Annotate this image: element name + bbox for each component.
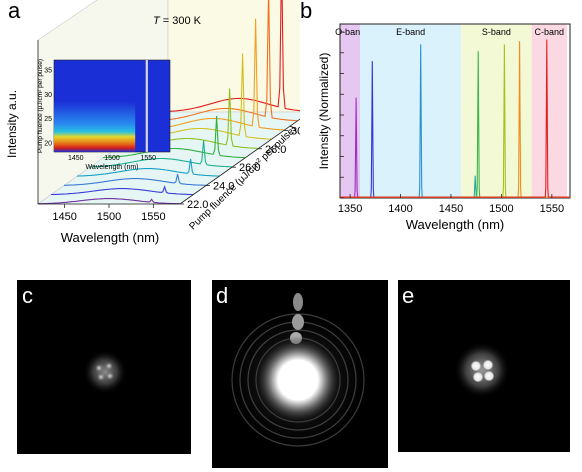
z-tick-label-28: 28.0 <box>265 144 286 156</box>
panel-d-letter: d <box>216 283 229 308</box>
inset-x-tick-1550: 1550 <box>140 155 156 162</box>
inset-y-label: Pump fluence (μJ/cm² per pulse) <box>37 59 44 153</box>
inset-y-tick-20: 20 <box>44 140 52 147</box>
spectrum-line-32 <box>167 0 311 112</box>
x-axis-label: Wavelength (nm) <box>61 230 160 245</box>
inset-x-tick-1450: 1450 <box>68 155 84 162</box>
panel-c-letter: c <box>22 283 33 308</box>
x-tick-label-1450: 1450 <box>52 211 76 223</box>
y-axis-label: Intensity (Normalized) <box>317 53 331 170</box>
z-tick-label-24: 24.0 <box>213 181 234 193</box>
z-axis-line <box>179 111 311 205</box>
spectrum-line-25 <box>76 158 220 177</box>
band-label-E-band: E-band <box>396 27 425 37</box>
band-E-band <box>360 24 462 198</box>
x-tick-label-1550: 1550 <box>540 203 564 215</box>
x-tick-label-1400: 1400 <box>388 203 412 215</box>
beam-profile-e <box>454 342 510 398</box>
y-axis-label: Intensity a.u. <box>5 90 19 158</box>
panel-e-beam-image: e <box>398 280 570 452</box>
temperature-value: = 300 K <box>160 15 202 27</box>
x-tick-label-1550: 1550 <box>141 211 165 223</box>
panel-e-letter: e <box>402 283 415 308</box>
x-tick-label-1350: 1350 <box>338 203 362 215</box>
band-label-S-band: S-band <box>482 27 511 37</box>
peak-line-1545 <box>340 39 570 198</box>
beam-profile-c <box>83 350 127 394</box>
inset-y-tick-30: 30 <box>44 92 52 99</box>
z-tick-label-26: 26.0 <box>239 162 260 174</box>
bands-chart: O-band E-band S-band C-band 1350 1400 1450 1500… <box>317 23 571 232</box>
band-label-C-band: C-band <box>535 27 565 37</box>
band-C-band <box>531 24 567 198</box>
spectrum-line-22 <box>37 198 181 205</box>
spectrum-line-27 <box>102 115 246 159</box>
panel-b-letter: b <box>300 0 313 23</box>
band-label-O-band: O-band <box>335 27 365 37</box>
panel-d-beam-image: d <box>212 280 388 468</box>
spectrum-line-31 <box>154 0 298 122</box>
x-tick-label-1450: 1450 <box>439 203 463 215</box>
z-tick-label-22: 22.0 <box>187 199 208 211</box>
x-tick-label-1500: 1500 <box>489 203 513 215</box>
panel-a: a 1450 1500 1550 Wavelength (nm) Intensity a… <box>0 0 338 250</box>
x-tick-label-1500: 1500 <box>97 211 121 223</box>
spectrum-line-26 <box>90 140 232 168</box>
inset-x-tick-1500: 1500 <box>104 155 120 162</box>
band-S-band <box>461 24 532 198</box>
temperature-symbol: T <box>153 15 161 27</box>
inset-y-tick-25: 25 <box>44 116 52 123</box>
temperature-label: T = 300 K <box>153 15 202 27</box>
plot-frame <box>339 23 571 199</box>
inset-heatmap-hotspot <box>54 101 136 152</box>
x-axis-label: Wavelength (nm) <box>406 217 505 232</box>
panel-c-beam-image: c <box>17 280 191 454</box>
inset-y-tick-35: 35 <box>44 68 52 75</box>
inset-x-label: Wavelength (nm) <box>85 164 138 171</box>
panel-a-letter: a <box>8 0 21 23</box>
beam-profile-d <box>220 293 376 458</box>
spectrum-line-24 <box>64 174 206 186</box>
panel-b: b O-band E-band S-band C-band 1350 1400 1450 15… <box>300 0 582 250</box>
spectrum-line-23 <box>51 185 193 196</box>
